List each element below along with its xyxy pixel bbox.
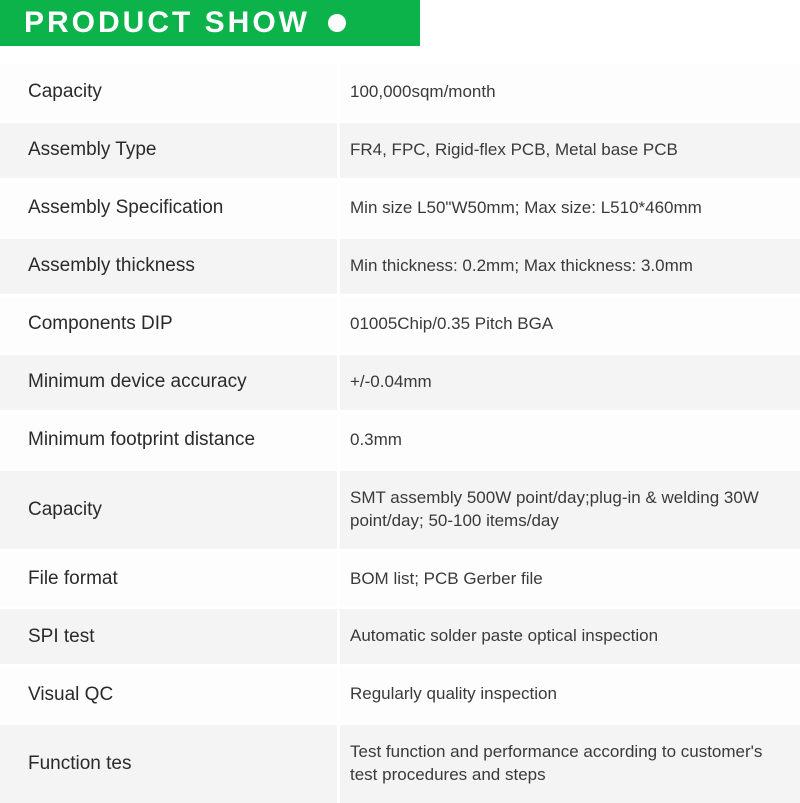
spec-value: 01005Chip/0.35 Pitch BGA <box>340 297 800 352</box>
spec-label: Components DIP <box>0 297 340 352</box>
spec-label: Assembly Specification <box>0 181 340 236</box>
spec-label: File format <box>0 552 340 607</box>
spec-value: Test function and performance according … <box>340 725 800 803</box>
spec-value: 100,000sqm/month <box>340 64 800 120</box>
spec-value: Min thickness: 0.2mm; Max thickness: 3.0… <box>340 239 800 294</box>
spec-value: Min size L50"W50mm; Max size: L510*460mm <box>340 181 800 236</box>
spec-value: Automatic solder paste optical inspectio… <box>340 609 800 664</box>
table-row: SPI testAutomatic solder paste optical i… <box>0 606 800 664</box>
spec-label: SPI test <box>0 609 340 664</box>
spec-label: Minimum footprint distance <box>0 413 340 468</box>
table-row: CapacitySMT assembly 500W point/day;plug… <box>0 468 800 549</box>
spec-label: Assembly Type <box>0 123 340 178</box>
table-row: Assembly thicknessMin thickness: 0.2mm; … <box>0 236 800 294</box>
table-row: Minimum footprint distance0.3mm <box>0 410 800 468</box>
table-row: Assembly TypeFR4, FPC, Rigid-flex PCB, M… <box>0 120 800 178</box>
spec-value: 0.3mm <box>340 413 800 468</box>
spec-label: Capacity <box>0 471 340 549</box>
table-row: Capacity100,000sqm/month <box>0 64 800 120</box>
spec-label: Minimum device accuracy <box>0 355 340 410</box>
table-row: Function tesTest function and performanc… <box>0 722 800 803</box>
spec-label: Assembly thickness <box>0 239 340 294</box>
table-row: File formatBOM list; PCB Gerber file <box>0 549 800 607</box>
table-row: Minimum device accuracy+/-0.04mm <box>0 352 800 410</box>
section-title: PRODUCT SHOW <box>24 6 310 40</box>
spec-value: FR4, FPC, Rigid-flex PCB, Metal base PCB <box>340 123 800 178</box>
dot-icon <box>328 14 346 32</box>
table-row: Assembly SpecificationMin size L50"W50mm… <box>0 178 800 236</box>
table-row: Components DIP01005Chip/0.35 Pitch BGA <box>0 294 800 352</box>
spec-value: SMT assembly 500W point/day;plug-in & we… <box>340 471 800 549</box>
spec-value: Regularly quality inspection <box>340 667 800 722</box>
spec-label: Visual QC <box>0 667 340 722</box>
section-header: PRODUCT SHOW <box>0 0 420 46</box>
spec-table: Capacity100,000sqm/monthAssembly TypeFR4… <box>0 64 800 803</box>
table-row: Visual QCRegularly quality inspection <box>0 664 800 722</box>
spec-label: Capacity <box>0 64 340 120</box>
spec-label: Function tes <box>0 725 340 803</box>
spec-value: +/-0.04mm <box>340 355 800 410</box>
spec-value: BOM list; PCB Gerber file <box>340 552 800 607</box>
